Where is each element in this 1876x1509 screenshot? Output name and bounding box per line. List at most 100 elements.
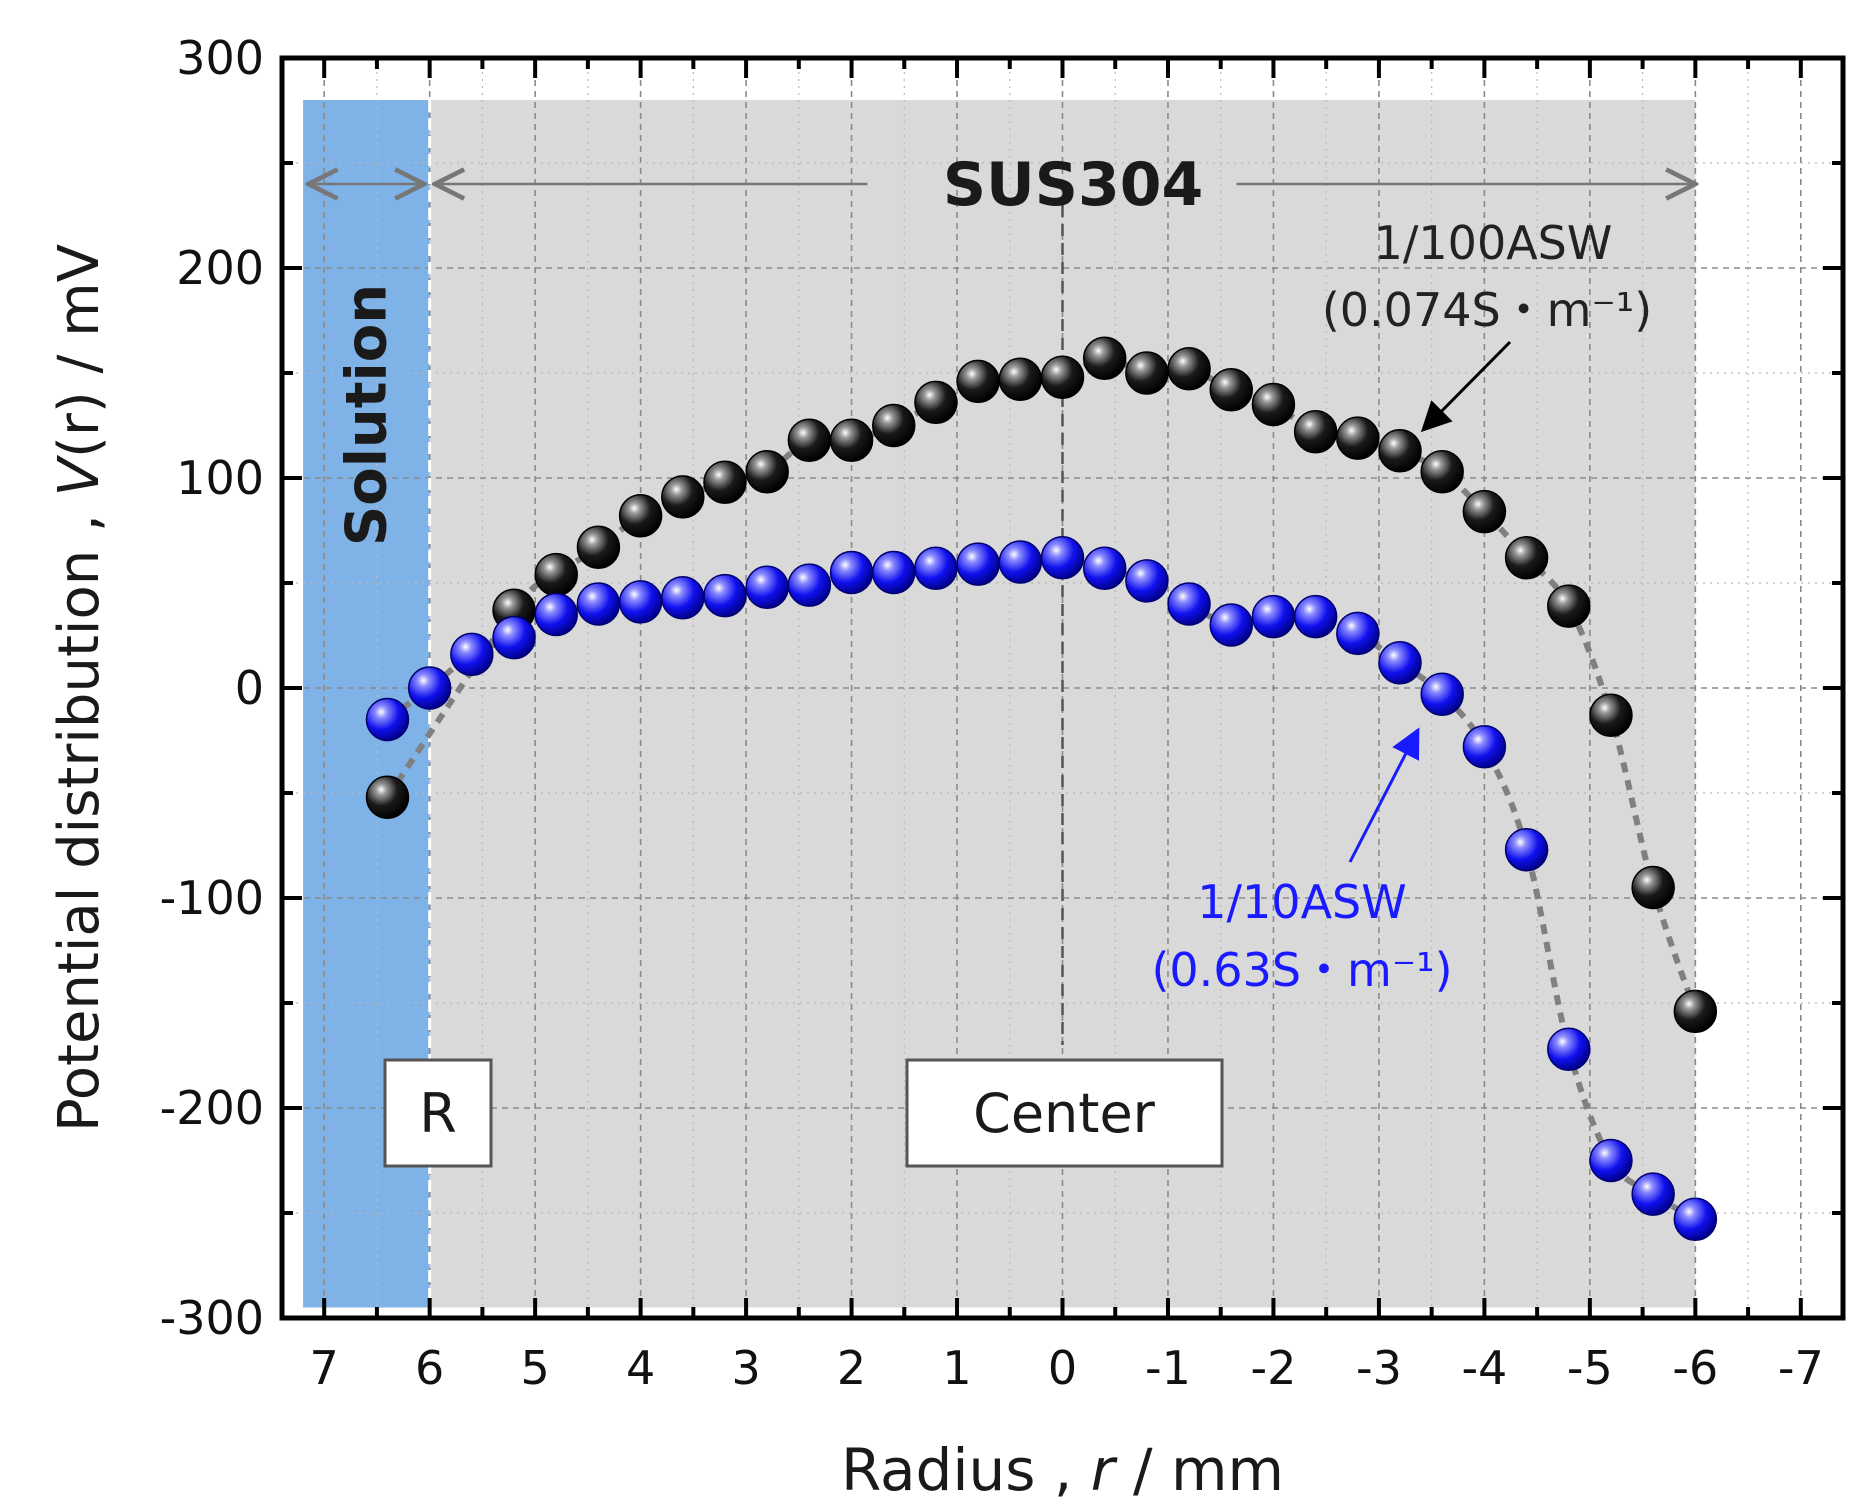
data-point-1-10asw	[1378, 641, 1422, 685]
data-point-1-10asw	[871, 550, 916, 595]
data-point-1-10asw	[914, 546, 958, 591]
data-point-1-10asw	[787, 563, 832, 607]
x-tick-label: -4	[1461, 1341, 1507, 1395]
data-point-1-100asw	[365, 775, 410, 819]
x-tick-label: 1	[942, 1341, 971, 1395]
y-tick-label: -200	[160, 1081, 264, 1135]
label-1-10asw: 1/10ASW	[1197, 875, 1406, 929]
data-point-1-10asw	[1420, 672, 1464, 717]
y-tick-label: -100	[160, 871, 264, 925]
data-point-1-100asw	[1082, 336, 1127, 381]
data-point-1-100asw	[1251, 382, 1296, 427]
data-point-1-10asw	[365, 697, 410, 742]
arrow-1-10asw	[1348, 727, 1420, 863]
x-tick-label: -3	[1356, 1341, 1402, 1395]
data-point-1-10asw	[1547, 1027, 1591, 1071]
y-tick-label: 0	[235, 661, 264, 715]
data-point-1-10asw	[661, 575, 705, 620]
data-point-1-100asw	[1589, 693, 1633, 738]
data-point-1-10asw	[1631, 1172, 1675, 1216]
data-point-1-100asw	[998, 357, 1043, 402]
data-point-1-100asw	[534, 552, 578, 597]
data-point-1-100asw	[618, 494, 663, 538]
data-point-1-10asw	[407, 666, 452, 710]
data-point-1-10asw	[1336, 611, 1380, 656]
sus304-label: SUS304	[943, 150, 1203, 220]
data-point-1-10asw	[1082, 546, 1127, 591]
r-box-label: R	[419, 1082, 457, 1145]
series-1-10asw	[365, 536, 1718, 1242]
data-point-1-10asw	[1673, 1197, 1718, 1242]
y-tick-label: -300	[160, 1291, 264, 1345]
x-tick-label: -7	[1778, 1341, 1824, 1395]
x-tick-label: -6	[1672, 1341, 1718, 1395]
data-point-1-10asw	[1209, 603, 1254, 647]
data-point-1-10asw	[534, 592, 578, 637]
x-tick-label: 5	[520, 1341, 549, 1395]
x-axis-label: Radius , r / mm	[841, 1436, 1284, 1504]
data-point-1-100asw	[871, 403, 916, 448]
data-point-1-100asw	[914, 380, 958, 425]
data-point-1-100asw	[576, 525, 621, 570]
data-point-1-100asw	[1378, 428, 1422, 473]
data-point-1-10asw	[576, 582, 621, 626]
data-point-1-100asw	[1462, 489, 1507, 534]
data-point-1-100asw	[1125, 351, 1169, 395]
series-1-100asw	[365, 336, 1718, 1034]
data-point-1-100asw	[1293, 410, 1338, 454]
data-point-1-10asw	[1251, 594, 1296, 639]
r-box	[383, 1058, 493, 1168]
data-point-1-10asw	[1504, 827, 1549, 872]
x-tick-label: -2	[1251, 1341, 1297, 1395]
data-point-1-100asw	[1040, 355, 1085, 399]
x-tick-labels: 7 6 5 4 3 2 1 0 -1 -2 -3 -4 -5 -6 -7	[310, 1341, 1824, 1395]
label-1-100asw: 1/100ASW	[1374, 216, 1613, 270]
x-tick-label: 6	[415, 1341, 444, 1395]
data-point-1-10asw	[1167, 582, 1211, 626]
label-1-10asw-conductivity: (0.63S・m⁻¹)	[1151, 943, 1452, 997]
x-tick-label: 4	[626, 1341, 655, 1395]
data-point-1-10asw	[450, 632, 494, 677]
data-point-1-10asw	[956, 542, 1000, 586]
data-point-1-100asw	[1336, 416, 1380, 460]
data-point-1-100asw	[745, 449, 789, 494]
data-point-1-100asw	[1631, 865, 1675, 910]
label-1-100asw-conductivity: (0.074S・m⁻¹)	[1322, 283, 1652, 337]
data-point-1-100asw	[787, 418, 832, 462]
x-tick-label: 2	[837, 1341, 866, 1395]
x-tick-label: 0	[1048, 1341, 1077, 1395]
data-point-1-100asw	[956, 359, 1000, 404]
y-tick-label: 300	[176, 31, 264, 85]
data-point-1-10asw	[492, 615, 536, 660]
y-tick-label: 100	[176, 451, 264, 505]
x-tick-label: -1	[1145, 1341, 1191, 1395]
center-box-label: Center	[973, 1082, 1156, 1145]
arrow-1-100asw	[1420, 340, 1512, 433]
y-tick-labels: 300 200 100 0 -100 -200 -300	[160, 31, 264, 1345]
solution-label: Solution	[334, 284, 399, 546]
data-point-1-10asw	[998, 540, 1043, 584]
x-tick-label: 3	[731, 1341, 760, 1395]
data-point-1-10asw	[703, 573, 747, 618]
y-tick-label: 200	[176, 241, 264, 295]
data-point-1-10asw	[1462, 725, 1507, 769]
data-point-1-10asw	[1040, 536, 1085, 580]
data-point-1-10asw	[745, 565, 789, 609]
data-point-1-100asw	[1420, 449, 1464, 494]
data-point-1-100asw	[1504, 536, 1549, 580]
data-point-1-10asw	[829, 550, 874, 595]
data-point-1-100asw	[1673, 989, 1718, 1034]
data-point-1-100asw	[1547, 584, 1591, 628]
data-point-1-100asw	[1209, 368, 1254, 412]
x-tick-label: 7	[310, 1341, 339, 1395]
data-point-1-100asw	[703, 460, 747, 504]
x-tick-label: -5	[1567, 1341, 1613, 1395]
data-point-1-10asw	[1293, 594, 1338, 639]
axis-ticks	[282, 56, 1843, 1320]
y-axis-label: Potential distribution , V(r) / mV	[47, 244, 112, 1132]
center-box	[905, 1058, 1224, 1168]
data-point-1-10asw	[1589, 1138, 1633, 1183]
data-point-1-10asw	[618, 580, 663, 624]
data-point-1-100asw	[1167, 347, 1211, 391]
